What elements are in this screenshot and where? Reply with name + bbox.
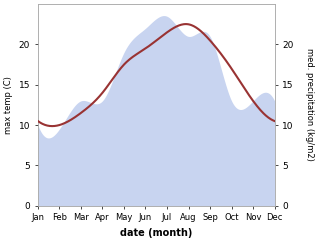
Y-axis label: med. precipitation (kg/m2): med. precipitation (kg/m2) (305, 48, 314, 161)
X-axis label: date (month): date (month) (120, 228, 192, 238)
Y-axis label: max temp (C): max temp (C) (4, 76, 13, 134)
